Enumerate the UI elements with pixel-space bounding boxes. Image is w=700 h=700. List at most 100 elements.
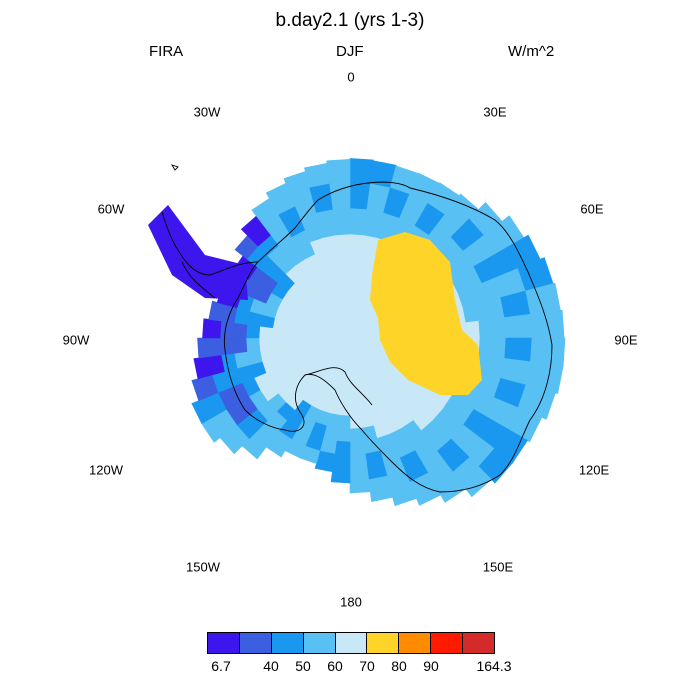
lon-label-30e: 30E <box>483 104 507 120</box>
map-cell <box>349 158 374 171</box>
map-cell <box>258 325 274 339</box>
map-cell <box>371 160 397 176</box>
units-label: W/m^2 <box>508 43 555 60</box>
plot-title: b.day2.1 (yrs 1-3) <box>275 10 425 31</box>
map-cell <box>542 337 559 366</box>
coastline <box>223 181 553 493</box>
map-cell <box>258 337 274 351</box>
peninsula-cells <box>148 205 248 300</box>
map-cell <box>349 220 366 236</box>
lon-label-150e: 150E <box>482 559 514 575</box>
lon-label-90w: 90W <box>62 332 90 348</box>
plateau-cells <box>370 232 482 395</box>
map-cell <box>271 337 286 349</box>
map-cell <box>465 320 481 339</box>
colorbar-label: 70 <box>359 658 375 674</box>
map-cell <box>518 412 543 443</box>
map-cell <box>349 207 368 223</box>
colorbar-label: 60 <box>327 658 343 674</box>
map-cell <box>334 220 351 236</box>
map-cell <box>491 337 507 359</box>
map-cell <box>349 453 368 469</box>
map-cell <box>530 337 546 364</box>
variable-label: FIRA <box>149 43 184 60</box>
ice-shelf-coastline <box>304 367 373 406</box>
map-cell <box>330 194 351 210</box>
map-cell <box>341 272 351 287</box>
colorbar-swatch <box>367 633 400 653</box>
map-cell <box>206 318 222 339</box>
map-cell <box>491 317 507 339</box>
map-cell <box>337 414 351 430</box>
colorbar-swatch <box>303 633 336 653</box>
colorbar-swatch <box>239 633 272 653</box>
map-cell <box>330 479 351 484</box>
colorbar-swatch <box>431 633 464 653</box>
map-cell <box>349 479 371 494</box>
map-cell <box>208 300 225 322</box>
map-cell <box>245 337 261 352</box>
map-cell <box>550 364 564 394</box>
map-cell <box>530 312 546 339</box>
map-cell <box>349 168 373 184</box>
map-cell <box>440 481 467 503</box>
map-cell <box>326 158 351 171</box>
colorbar-label: 50 <box>295 658 311 674</box>
map-cell <box>339 259 351 274</box>
map-cell <box>370 488 394 502</box>
colorbar-label: 6.7 <box>211 658 231 674</box>
lon-label-180: 180 <box>340 594 362 610</box>
lon-label-0: 0 <box>347 69 355 85</box>
season-label: DJF <box>336 43 364 60</box>
map-cell <box>349 402 361 417</box>
map-cell <box>349 440 366 456</box>
map-cell <box>327 168 351 184</box>
peninsula-coastline <box>161 211 259 299</box>
map-cell <box>504 337 520 361</box>
map-cell <box>245 324 261 339</box>
map-cell <box>336 427 351 443</box>
map-cell <box>337 246 351 262</box>
colorbar-label: 40 <box>263 658 279 674</box>
map-cell <box>206 337 222 358</box>
map-cell <box>197 337 209 359</box>
map-cell <box>193 358 200 380</box>
map-cell <box>232 322 248 339</box>
colorbar <box>207 632 495 654</box>
colorbar-label: 80 <box>391 658 407 674</box>
map-cell <box>542 310 559 339</box>
map-cell <box>349 414 363 430</box>
map-cell <box>334 440 351 456</box>
map-cell <box>517 337 533 363</box>
map-cell <box>314 463 334 473</box>
colorbar-swatch <box>399 633 432 653</box>
map-cell <box>555 337 566 367</box>
map-cell <box>332 453 351 469</box>
map-cell <box>504 315 520 339</box>
colorbar-label: 164.3 <box>476 658 512 674</box>
map-cell <box>330 466 351 482</box>
map-cell <box>349 427 364 443</box>
map-cell <box>393 493 417 507</box>
map-cell <box>478 337 494 358</box>
map-cell <box>349 194 370 210</box>
map-cell <box>336 233 351 249</box>
lon-label-30w: 30W <box>193 104 221 120</box>
lon-label-120w: 120W <box>89 462 123 478</box>
colorbar-swatch <box>208 633 240 653</box>
lon-label-150w: 150W <box>186 559 220 575</box>
map-cell <box>349 233 364 249</box>
map-cell <box>191 402 204 425</box>
colorbar-swatch <box>271 633 304 653</box>
lon-label-90e: 90E <box>614 332 638 348</box>
map-cell <box>219 337 235 356</box>
map-cell <box>191 378 207 402</box>
map-cell <box>517 313 533 339</box>
map-cells <box>148 158 566 507</box>
lon-label-60e: 60E <box>580 201 604 217</box>
lon-label-120e: 120E <box>578 462 610 478</box>
map-cell <box>332 207 351 223</box>
map-cell <box>478 318 494 339</box>
map-cell <box>487 456 514 484</box>
